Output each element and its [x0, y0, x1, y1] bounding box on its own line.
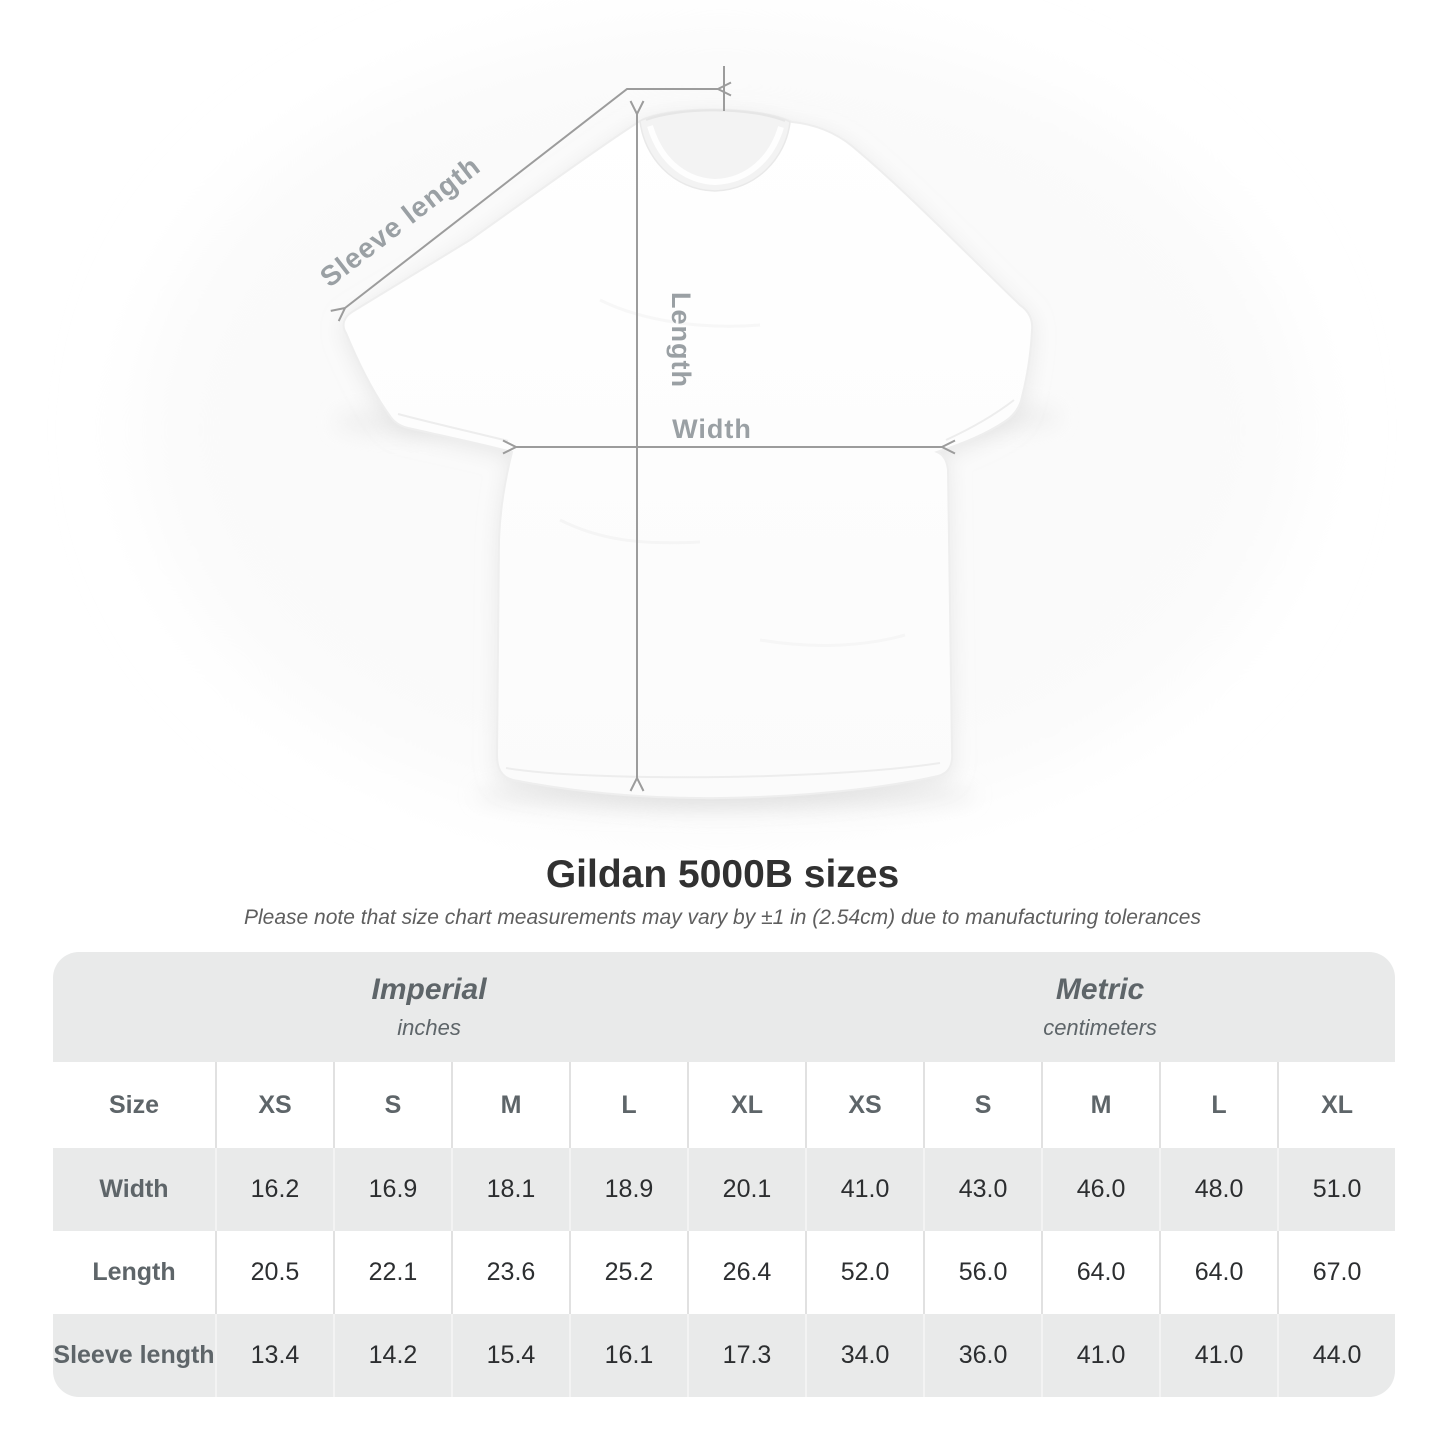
hem-seam: [505, 762, 941, 779]
cell: 52.0: [805, 1231, 924, 1314]
metric-header: Metric centimeters: [805, 952, 1395, 1062]
cell: 46.0: [1041, 1148, 1160, 1231]
cell: 15.4: [451, 1314, 569, 1397]
sleeve-length-arrow: [345, 89, 718, 308]
right-cuff-seam: [945, 399, 1015, 441]
cell: 25.2: [569, 1231, 687, 1314]
table-row-length: Length 20.5 22.1 23.6 25.2 26.4 52.0 56.…: [53, 1231, 1395, 1314]
length-label: Length: [666, 292, 696, 388]
size-table: Imperial inches Metric centimeters Size …: [53, 952, 1395, 1397]
cell: 64.0: [1041, 1231, 1160, 1314]
col-header-metric-xs: XS: [805, 1062, 924, 1148]
tolerance-note: Please note that size chart measurements…: [244, 906, 1201, 929]
col-header-imperial-xs: XS: [215, 1062, 333, 1148]
row-label: Width: [53, 1148, 215, 1231]
col-header-metric-s: S: [923, 1062, 1042, 1148]
cell: 22.1: [333, 1231, 451, 1314]
metric-label: Metric: [1055, 973, 1145, 1006]
col-header-metric-xl: XL: [1277, 1062, 1395, 1148]
imperial-sublabel: inches: [397, 1015, 461, 1040]
table-row-sleeve-length: Sleeve length 13.4 14.2 15.4 16.1 17.3 3…: [53, 1314, 1395, 1397]
col-header-imperial-xl: XL: [687, 1062, 806, 1148]
cell: 18.1: [451, 1148, 569, 1231]
cell: 44.0: [1277, 1314, 1395, 1397]
cell: 64.0: [1159, 1231, 1278, 1314]
col-header-imperial-m: M: [451, 1062, 569, 1148]
cell: 20.1: [687, 1148, 806, 1231]
col-header-imperial-s: S: [333, 1062, 451, 1148]
row-label: Length: [53, 1231, 215, 1314]
col-header-metric-l: L: [1159, 1062, 1278, 1148]
unit-header-row: Imperial inches Metric centimeters: [53, 952, 1395, 1062]
cell: 16.2: [215, 1148, 333, 1231]
cell: 14.2: [333, 1314, 451, 1397]
imperial-label: Imperial: [371, 973, 487, 1006]
size-table-wrap: Imperial inches Metric centimeters Size …: [53, 952, 1395, 1397]
caption: Gildan 5000B sizes Please note that size…: [0, 853, 1445, 930]
width-label: Width: [672, 414, 752, 444]
wrinkle: [759, 633, 906, 647]
cell: 56.0: [923, 1231, 1042, 1314]
imperial-header: Imperial inches: [53, 952, 806, 1062]
wrinkle: [559, 518, 701, 545]
page-title: Gildan 5000B sizes: [545, 853, 900, 896]
cell: 13.4: [215, 1314, 333, 1397]
cell: 16.9: [333, 1148, 451, 1231]
cell: 34.0: [805, 1314, 924, 1397]
tshirt-diagram: Sleeve length Length Width: [142, 30, 1302, 830]
cell: 36.0: [923, 1314, 1042, 1397]
cell: 20.5: [215, 1231, 333, 1314]
cell: 41.0: [805, 1148, 924, 1231]
left-cuff-seam: [397, 413, 509, 442]
table-row-width: Width 16.2 16.9 18.1 18.9 20.1 41.0 43.0…: [53, 1148, 1395, 1231]
cell: 51.0: [1277, 1148, 1395, 1231]
cell: 41.0: [1159, 1314, 1278, 1397]
col-header-imperial-l: L: [569, 1062, 687, 1148]
col-header-metric-m: M: [1041, 1062, 1160, 1148]
cell: 48.0: [1159, 1148, 1278, 1231]
cell: 18.9: [569, 1148, 687, 1231]
size-header-cell: Size: [53, 1062, 215, 1148]
cell: 67.0: [1277, 1231, 1395, 1314]
cell: 26.4: [687, 1231, 806, 1314]
cell: 16.1: [569, 1314, 687, 1397]
cell: 17.3: [687, 1314, 806, 1397]
cell: 41.0: [1041, 1314, 1160, 1397]
size-header-row: Size XS S M L XL XS S M L XL: [53, 1062, 1395, 1148]
metric-sublabel: centimeters: [1043, 1015, 1157, 1040]
cell: 23.6: [451, 1231, 569, 1314]
row-label: Sleeve length: [53, 1314, 215, 1397]
cell: 43.0: [923, 1148, 1042, 1231]
